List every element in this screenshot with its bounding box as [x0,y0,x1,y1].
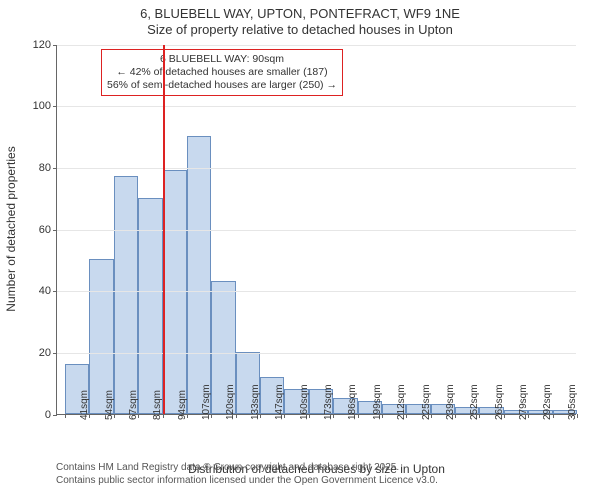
gridline [57,291,576,292]
x-tick-mark [211,414,212,418]
x-tick-mark [406,414,407,418]
annotation-line: 6 BLUEBELL WAY: 90sqm [107,53,337,66]
annotation-box: 6 BLUEBELL WAY: 90sqm← 42% of detached h… [101,49,343,96]
plot-area: Number of detached properties 6 BLUEBELL… [56,45,576,415]
y-tick-label: 80 [39,162,57,174]
x-tick-mark [114,414,115,418]
gridline [57,106,576,107]
x-tick-mark [309,414,310,418]
x-tick-mark [163,414,164,418]
y-tick-label: 20 [39,347,57,359]
x-tick-mark [577,414,578,418]
chart-area: Number of detached properties 6 BLUEBELL… [56,45,600,415]
bar [187,136,211,414]
gridline [57,353,576,354]
x-tick-mark [333,414,334,418]
x-tick-mark [187,414,188,418]
gridline [57,230,576,231]
y-tick-label: 40 [39,285,57,297]
reference-line [163,45,165,414]
y-tick-label: 100 [33,100,57,112]
x-tick-mark [65,414,66,418]
gridline [57,168,576,169]
x-tick-mark [479,414,480,418]
bar [114,176,138,413]
title-sub: Size of property relative to detached ho… [0,22,600,38]
x-tick-mark [358,414,359,418]
title-main: 6, BLUEBELL WAY, UPTON, PONTEFRACT, WF9 … [0,6,600,22]
x-tick-mark [504,414,505,418]
y-tick-label: 120 [33,39,57,51]
gridline [57,45,576,46]
x-tick-mark [455,414,456,418]
x-tick-mark [260,414,261,418]
x-tick-mark [528,414,529,418]
x-tick-mark [236,414,237,418]
x-tick-mark [89,414,90,418]
x-tick-mark [553,414,554,418]
footer-attribution: Contains HM Land Registry data © Crown c… [56,462,438,487]
x-tick-mark [431,414,432,418]
x-tick-mark [382,414,383,418]
x-tick-mark [138,414,139,418]
x-tick-mark [284,414,285,418]
footer-line-2: Contains public sector information licen… [56,475,438,488]
footer-line-1: Contains HM Land Registry data © Crown c… [56,462,438,475]
y-tick-label: 60 [39,224,57,236]
annotation-line: ← 42% of detached houses are smaller (18… [107,66,337,79]
y-tick-label: 0 [45,409,57,421]
annotation-line: 56% of semi-detached houses are larger (… [107,79,337,92]
chart-titles: 6, BLUEBELL WAY, UPTON, PONTEFRACT, WF9 … [0,0,600,39]
y-axis-label: Number of detached properties [4,146,18,311]
